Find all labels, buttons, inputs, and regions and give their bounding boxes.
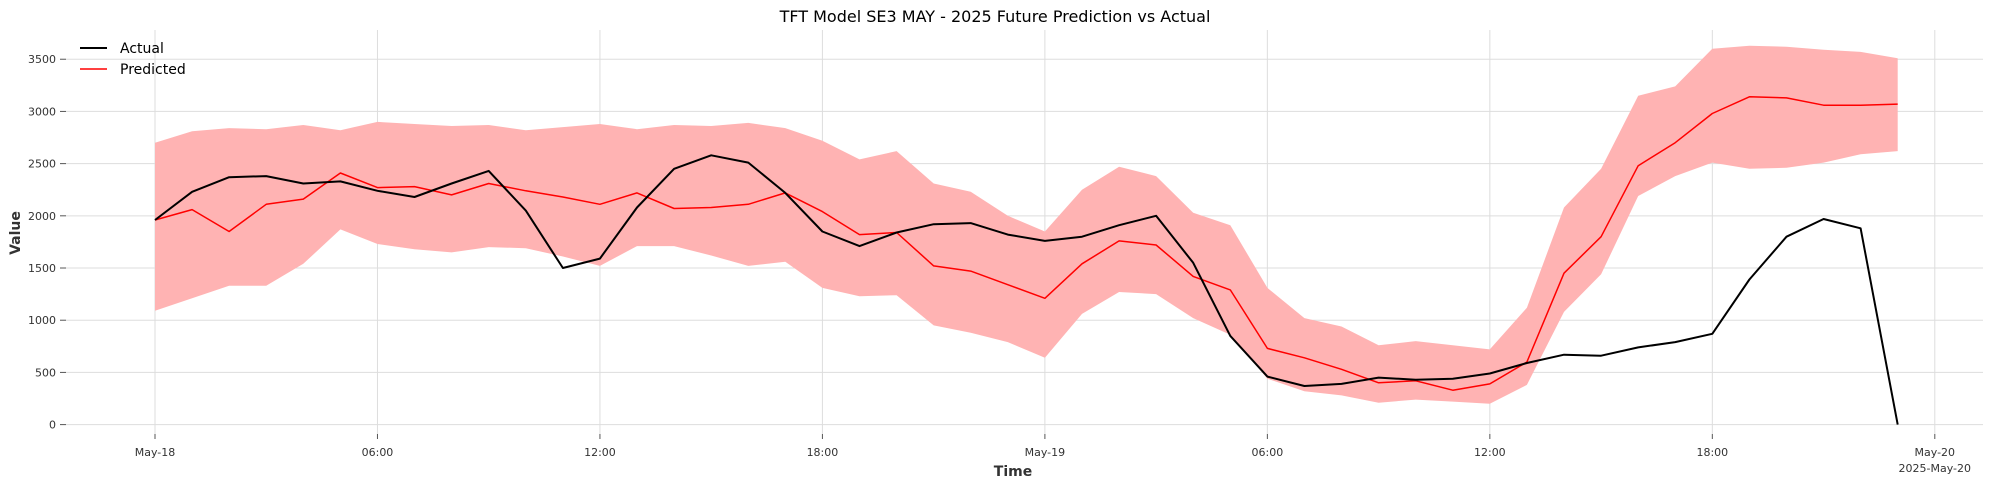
series-line-layer (154, 96, 1899, 425)
series-line-actual (154, 154, 1899, 425)
chart-title: TFT Model SE3 MAY - 2025 Future Predicti… (779, 7, 1211, 26)
series-line-predicted (154, 96, 1898, 391)
legend-label-predicted: Predicted (120, 62, 186, 78)
y-tick-label: 3000 (28, 105, 56, 118)
y-axis-label: Value (8, 211, 24, 255)
y-tick-label: 1000 (28, 314, 56, 327)
y-tick-label: 500 (35, 366, 56, 379)
x-tick-label: May-18 (135, 446, 176, 459)
tick-layer: 0 500 1000 1500 2000 2500 3000 3500 May-18 06:00 1… (28, 53, 1971, 475)
x-axis-label: Time (994, 464, 1032, 480)
y-tick-label: 0 (49, 419, 56, 432)
x-tick-label: 18:00 (1696, 446, 1728, 459)
y-tick-label: 2500 (28, 158, 56, 171)
predicted-confidence-band (155, 45, 1898, 404)
x-tick-sublabel: 2025-May-20 (1899, 462, 1971, 475)
x-tick-label: 18:00 (807, 446, 839, 459)
x-tick-label: 12:00 (584, 446, 616, 459)
legend-label-actual: Actual (120, 41, 164, 57)
confidence-band-layer (155, 45, 1898, 404)
x-tick-label: 06:00 (362, 446, 394, 459)
legend: Actual Predicted (80, 41, 186, 78)
y-tick-label: 2000 (28, 210, 56, 223)
x-tick-label: 12:00 (1474, 446, 1506, 459)
y-tick-label: 3500 (28, 53, 56, 66)
x-tick-label: 06:00 (1252, 446, 1284, 459)
y-tick-label: 1500 (28, 262, 56, 275)
x-tick-label: May-19 (1025, 446, 1066, 459)
x-tick-label: May-20 (1915, 446, 1956, 459)
